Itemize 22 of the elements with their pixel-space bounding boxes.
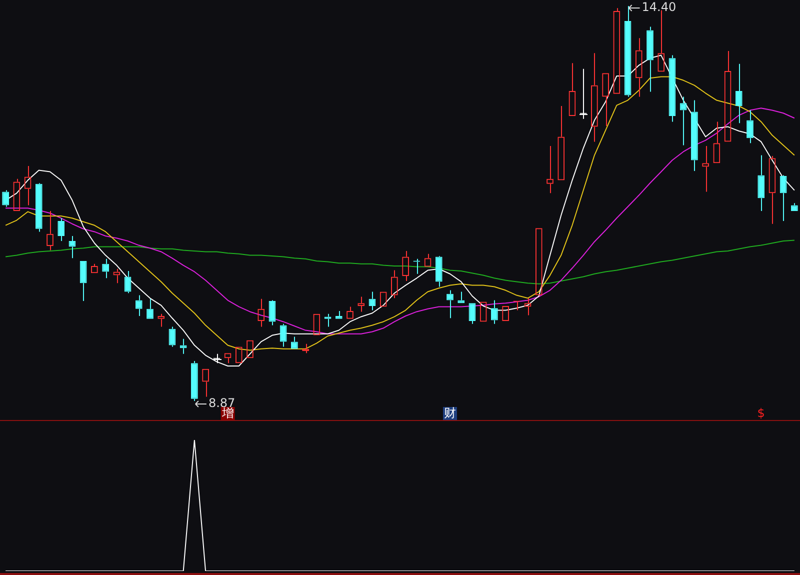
candlestick [646,26,654,92]
candlestick [35,184,42,232]
candlestick [324,313,332,328]
candlestick [168,326,176,348]
candlestick [758,154,765,212]
candlestick [435,256,442,288]
candlestick [124,270,132,294]
annotation: 14.40 [642,0,676,14]
candlestick [468,303,476,324]
candlestick [80,261,87,302]
candlestick [191,360,198,402]
candlestick [58,218,65,242]
candlestick [335,310,342,319]
candlestick [668,54,676,122]
candlestick [746,110,754,144]
text: $ [757,406,765,420]
candlestick [280,323,287,348]
candlestick [691,100,698,172]
candlestick [735,63,742,124]
candlestick [491,300,498,324]
text: 财 [444,406,456,420]
candlestick [680,96,687,146]
